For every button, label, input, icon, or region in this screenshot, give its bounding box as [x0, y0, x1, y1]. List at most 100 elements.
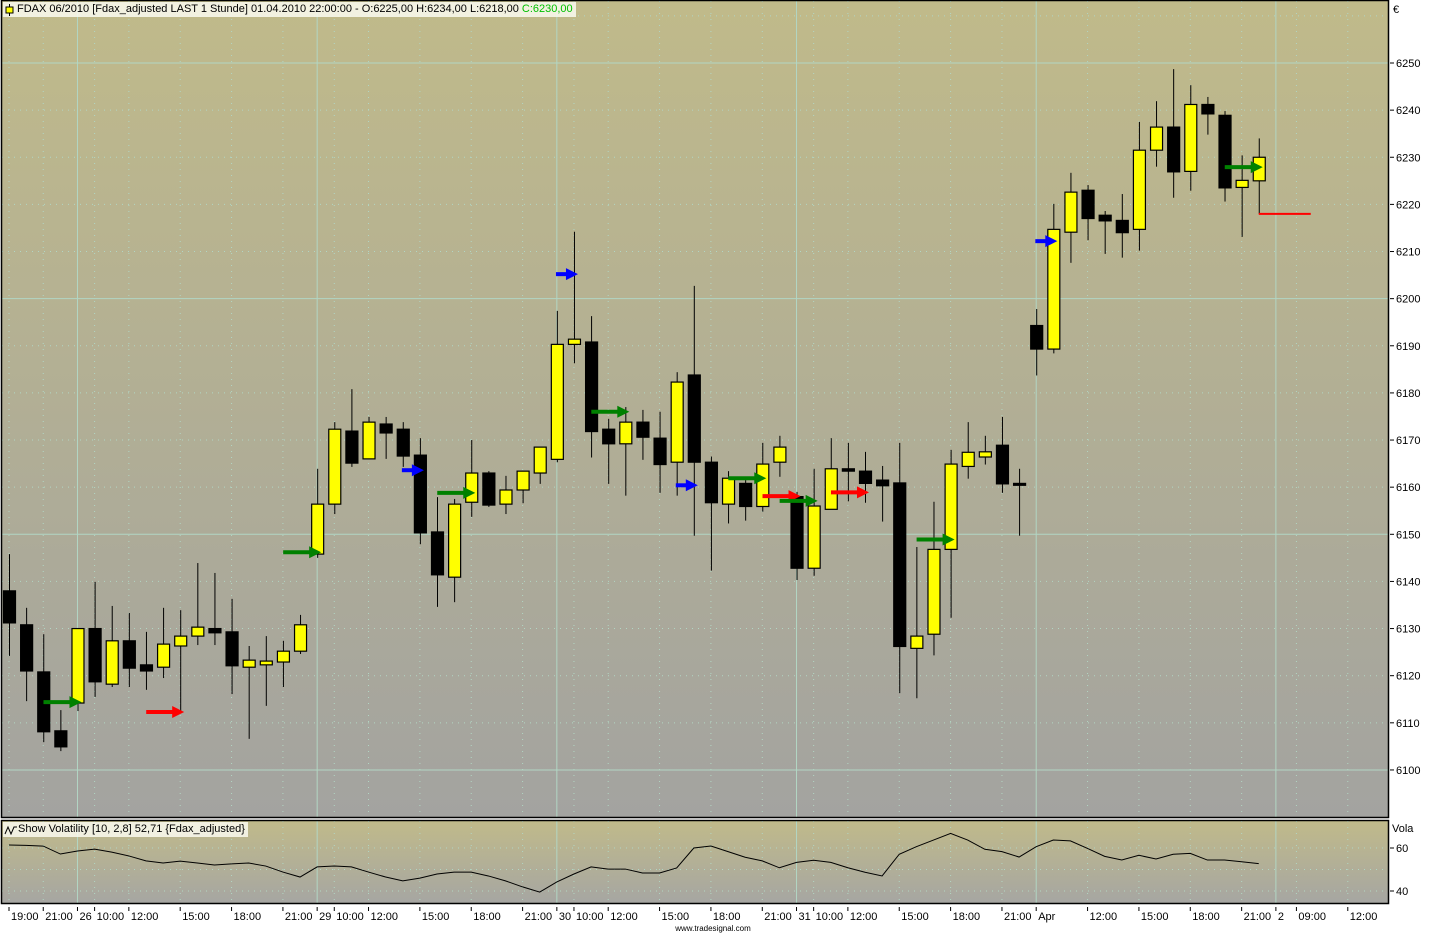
- signal-arrow-icon: [437, 486, 476, 499]
- candle-body-down: [1012, 482, 1027, 486]
- candle-body-up: [567, 338, 582, 345]
- candle-body-up: [910, 635, 924, 649]
- x-tick-label: 12:00: [131, 911, 159, 923]
- candle-body-up: [927, 548, 941, 635]
- candle-body-down: [1098, 214, 1112, 222]
- candle-body-down: [482, 472, 496, 506]
- candle: [602, 418, 616, 484]
- x-tick-label: 12:00: [850, 911, 878, 923]
- candle: [71, 627, 85, 712]
- signal-arrow-icon: [1224, 161, 1263, 174]
- candle-body-up: [1064, 191, 1078, 233]
- candle: [961, 422, 975, 479]
- candle: [773, 435, 787, 477]
- signal-arrow-head: [411, 464, 424, 477]
- candle: [550, 310, 564, 463]
- signal-arrow-icon: [1035, 235, 1058, 248]
- candle: [1201, 96, 1215, 135]
- x-tick-label: 2: [1278, 911, 1284, 923]
- candle-body-down: [790, 495, 804, 569]
- candle-body-down: [208, 627, 222, 634]
- candle-body-up: [550, 343, 564, 460]
- signal-arrow-icon: [675, 479, 698, 492]
- candle-body-up: [1149, 126, 1164, 151]
- candle: [995, 416, 1010, 493]
- signal-arrow-icon: [283, 546, 322, 559]
- y-tick-label: 6140: [1396, 576, 1420, 588]
- candle-body-down: [54, 730, 68, 748]
- candle: [1081, 185, 1095, 241]
- y-tick-label: 6180: [1396, 388, 1420, 400]
- signal-arrow-head: [309, 546, 322, 559]
- candle: [636, 409, 650, 460]
- candle: [1149, 101, 1164, 167]
- price-axis-unit: €: [1393, 4, 1399, 16]
- signal-arrow-icon: [555, 268, 578, 281]
- candle-body-up: [105, 640, 119, 685]
- candle: [225, 598, 239, 695]
- candle-body-up: [242, 659, 256, 668]
- x-tick-label: 09:00: [1298, 911, 1326, 923]
- signal-arrow-icon: [146, 705, 185, 718]
- candle-body-down: [841, 468, 855, 472]
- candle-body-down: [20, 624, 34, 672]
- signal-arrow-icon: [43, 696, 82, 709]
- x-tick-label: 15:00: [182, 911, 210, 923]
- candle: [191, 563, 205, 646]
- indicator-legend[interactable]: Show Volatility [10, 2,8] 52,71 {Fdax_ad…: [3, 822, 248, 837]
- signal-arrow-head: [942, 533, 955, 546]
- candle: [584, 316, 599, 458]
- candle: [944, 449, 958, 618]
- volatility-tick-label: 40: [1396, 886, 1408, 898]
- candle: [1012, 468, 1027, 536]
- signal-arrow-icon: [591, 405, 630, 418]
- candle-body-down: [396, 428, 410, 457]
- candle-body-down: [379, 423, 393, 434]
- candle: [208, 572, 222, 646]
- candle: [893, 442, 907, 694]
- x-tick-label: 18:00: [1192, 911, 1220, 923]
- x-tick-label: 21:00: [1004, 911, 1032, 923]
- candle: [1098, 210, 1112, 254]
- x-tick-label: 21:00: [1244, 911, 1272, 923]
- y-tick-label: 6210: [1396, 247, 1420, 259]
- candle: [174, 610, 188, 712]
- candle: [790, 491, 804, 581]
- candle: [516, 470, 530, 504]
- candle-body-up: [807, 505, 821, 569]
- candle: [259, 636, 273, 706]
- signal-arrow-head: [685, 479, 698, 492]
- candle-body-up: [259, 660, 273, 666]
- x-tick-label: 15:00: [662, 911, 690, 923]
- candle: [88, 581, 102, 697]
- candle: [807, 468, 821, 576]
- candle-body-down: [584, 341, 599, 433]
- candle-body-down: [1201, 103, 1215, 115]
- candle: [328, 422, 342, 515]
- signal-arrow-head: [754, 472, 767, 485]
- candle: [619, 407, 633, 496]
- candle: [242, 645, 256, 739]
- candle-body-up: [533, 446, 547, 474]
- candle-body-up: [824, 468, 838, 510]
- candle-body-up: [362, 421, 376, 460]
- x-tick-label: 21:00: [525, 911, 553, 923]
- candle-body-down: [858, 470, 873, 484]
- signal-arrow-icon: [728, 472, 767, 485]
- main-panel-border: [0, 0, 1390, 819]
- candle: [1064, 172, 1078, 263]
- candle-body-up: [619, 421, 633, 445]
- volatility-line: [8, 832, 1259, 893]
- candle: [978, 435, 992, 465]
- x-tick-label: 12:00: [1350, 911, 1378, 923]
- candle: [448, 498, 462, 603]
- candle-body-up: [156, 643, 171, 668]
- x-tick-label: 18:00: [953, 911, 981, 923]
- x-tick-label: 15:00: [1141, 911, 1169, 923]
- y-tick-label: 6230: [1396, 152, 1420, 164]
- x-tick-label: 21:00: [45, 911, 73, 923]
- candle-body-down: [1167, 126, 1181, 173]
- candle-body-up: [191, 626, 205, 637]
- x-tick-label: 12:00: [371, 911, 399, 923]
